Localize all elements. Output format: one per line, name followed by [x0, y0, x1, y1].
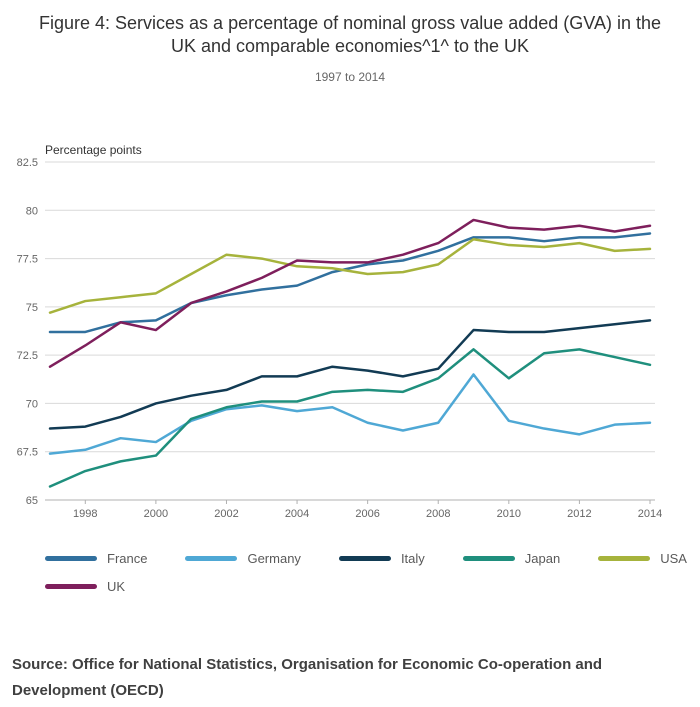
legend-row: France Germany Italy Japan USA [45, 551, 700, 566]
legend-swatch-france [45, 555, 97, 561]
legend-swatch-usa [598, 555, 651, 561]
x-tick-label: 1998 [73, 508, 97, 520]
x-tick-label: 2010 [497, 508, 521, 520]
y-tick-label: 82.5 [17, 157, 38, 169]
x-tick-label: 2006 [355, 508, 379, 520]
legend-swatch-germany [185, 555, 238, 561]
legend-label: France [107, 550, 148, 566]
y-tick-label: 65 [26, 495, 38, 507]
series-line-japan [48, 347, 652, 488]
legend-swatch-uk [45, 583, 97, 589]
series-line-usa [48, 237, 652, 314]
legend-item-italy: Italy [338, 550, 425, 566]
series-line-germany [48, 372, 652, 455]
y-tick-label: 72.5 [17, 350, 38, 362]
x-tick-label: 2008 [426, 508, 450, 520]
legend-label: USA [660, 550, 687, 566]
legend-label: Italy [400, 550, 425, 566]
legend-item-france: France [45, 551, 147, 566]
y-tick-label: 77.5 [17, 253, 38, 265]
x-tick-label: 2004 [285, 508, 309, 520]
x-tick-label: 2000 [144, 508, 168, 520]
line-chart-svg: Percentage points 65 67.5 70 72.5 75 77.5 80 82… [17, 143, 663, 520]
series-line-uk [48, 218, 652, 368]
legend-item-germany: Germany [185, 550, 301, 566]
chart-subtitle: 1997 to 2014 [314, 69, 386, 84]
series-line-france [48, 231, 652, 333]
source-note: Source: Office for National Statistics, … [12, 655, 603, 700]
x-tick-label: 2012 [567, 508, 591, 520]
x-tick-label: 2014 [638, 508, 662, 520]
legend-row: UK [45, 579, 700, 594]
y-tick-label: 67.5 [17, 446, 38, 458]
y-tick-label: 70 [26, 398, 38, 410]
x-tick-label: 2002 [214, 508, 238, 520]
legend-item-usa: USA [598, 551, 687, 566]
y-axis-title: Percentage points [45, 143, 142, 157]
series-line-italy [48, 318, 652, 430]
legend-item-uk: UK [45, 579, 125, 594]
y-tick-label: 75 [26, 302, 38, 314]
legend-swatch-italy [338, 555, 391, 561]
legend-label: Germany [247, 550, 301, 566]
y-tick-label: 80 [26, 205, 38, 217]
chart-title: Figure 4: Services as a percentage of no… [38, 13, 661, 57]
legend-item-japan: Japan [462, 550, 561, 566]
legend-swatch-japan [462, 555, 515, 561]
legend: France Germany Italy Japan USA UK [45, 551, 700, 594]
legend-label: UK [107, 578, 126, 594]
legend-label: Japan [524, 550, 561, 566]
